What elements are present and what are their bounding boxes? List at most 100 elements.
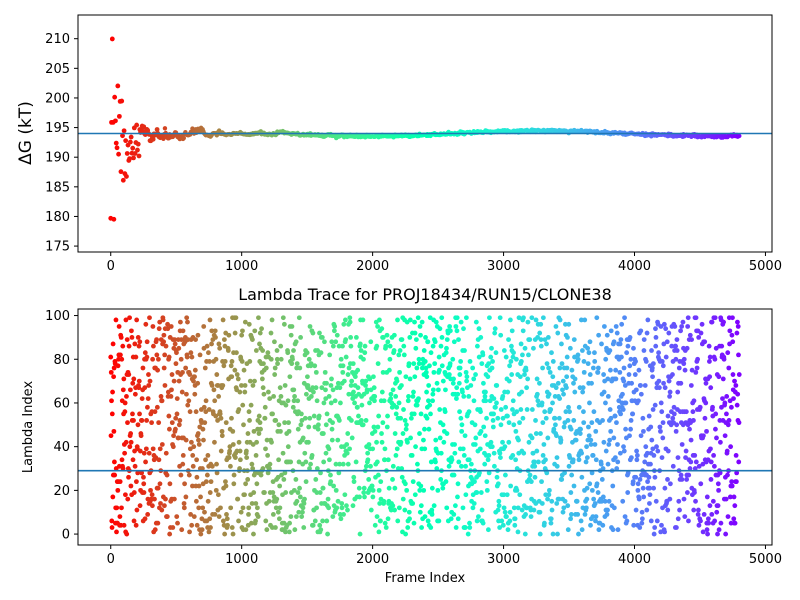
lambda-point: [463, 463, 468, 469]
lambda-point: [119, 356, 125, 362]
lambda-point: [575, 352, 581, 358]
lambda-point: [416, 361, 422, 367]
lambda-point: [370, 487, 376, 493]
lambda-point: [632, 372, 638, 377]
lambda-point: [220, 383, 226, 388]
lambda-point: [122, 409, 128, 415]
lambda-point: [397, 369, 402, 375]
lambda-point: [276, 422, 282, 428]
lambda-point: [681, 496, 687, 502]
lambda-point: [371, 385, 377, 391]
lambda-point: [665, 413, 671, 419]
lambda-point: [134, 479, 139, 485]
lambda-point: [128, 439, 134, 445]
lambda-point: [727, 398, 733, 404]
lambda-point: [584, 444, 589, 450]
dg-point: [120, 133, 125, 139]
dg-x-tick-label: 5000: [749, 259, 782, 274]
lambda-point: [694, 365, 700, 371]
lambda-point: [525, 376, 531, 382]
lambda-point: [667, 496, 673, 502]
lambda-point: [477, 470, 482, 476]
lambda-point: [322, 339, 327, 345]
lambda-point: [606, 442, 612, 447]
lambda-point: [437, 326, 443, 332]
lambda-point: [195, 380, 201, 386]
lambda-point: [403, 426, 409, 432]
lambda-point: [592, 501, 598, 506]
lambda-point: [209, 383, 215, 388]
lambda-point: [599, 498, 605, 504]
lambda-point: [639, 520, 645, 526]
lambda-point: [225, 348, 231, 353]
lambda-point: [218, 505, 223, 511]
lambda-point: [137, 503, 143, 509]
lambda-point: [648, 424, 654, 430]
lambda-point: [324, 411, 330, 417]
lambda-point: [522, 531, 528, 537]
lambda-point: [152, 527, 158, 533]
lambda-point: [478, 335, 484, 340]
lambda-point: [628, 418, 634, 423]
lambda-point: [504, 492, 510, 498]
lambda-point: [636, 398, 641, 404]
lambda-point: [667, 481, 673, 487]
lambda-point: [203, 398, 209, 404]
lambda-point: [179, 527, 185, 533]
lambda-x-tick-label: 1000: [225, 552, 258, 567]
lambda-point: [399, 474, 405, 480]
lambda-point: [455, 481, 461, 487]
lambda-point: [248, 520, 254, 526]
lambda-point: [146, 372, 151, 377]
lambda-point: [327, 352, 333, 358]
dg-point: [737, 133, 742, 139]
lambda-point: [523, 367, 529, 373]
lambda-point: [594, 315, 600, 321]
lambda-point: [498, 332, 504, 338]
lambda-point: [562, 470, 567, 476]
lambda-point: [529, 407, 535, 412]
lambda-point: [208, 479, 214, 485]
lambda-point: [592, 442, 598, 447]
lambda-point: [236, 439, 242, 445]
lambda-point: [638, 391, 644, 397]
lambda-point: [313, 385, 319, 391]
lambda-point: [461, 394, 467, 399]
lambda-point: [193, 337, 198, 342]
lambda-point: [430, 398, 435, 404]
lambda-point: [689, 337, 694, 342]
lambda-point: [137, 448, 143, 454]
lambda-point: [355, 404, 360, 410]
lambda-point: [470, 365, 476, 371]
lambda-point: [466, 394, 472, 399]
lambda-point: [565, 418, 571, 423]
lambda-point: [296, 315, 302, 321]
lambda-point: [636, 367, 642, 373]
lambda-point: [639, 516, 645, 522]
lambda-point: [246, 321, 252, 327]
lambda-point: [607, 437, 613, 443]
lambda-point: [594, 481, 600, 487]
lambda-point: [417, 324, 423, 329]
lambda-point: [251, 428, 257, 434]
lambda-point: [483, 398, 489, 404]
lambda-point: [572, 354, 577, 360]
lambda-point: [171, 378, 177, 384]
lambda-point: [151, 343, 156, 349]
lambda-point: [487, 398, 493, 404]
lambda-point: [465, 385, 470, 391]
lambda-point: [363, 383, 368, 388]
lambda-point: [173, 426, 178, 432]
lambda-point: [379, 439, 385, 445]
lambda-point: [647, 485, 653, 491]
lambda-point: [194, 474, 200, 480]
lambda-point: [278, 394, 284, 399]
lambda-point: [649, 348, 654, 353]
lambda-point: [400, 496, 406, 502]
lambda-point: [579, 450, 585, 456]
lambda-point: [337, 512, 343, 517]
lambda-point: [536, 459, 541, 465]
lambda-point: [120, 387, 126, 393]
lambda-point: [250, 337, 255, 342]
lambda-point: [333, 461, 339, 467]
